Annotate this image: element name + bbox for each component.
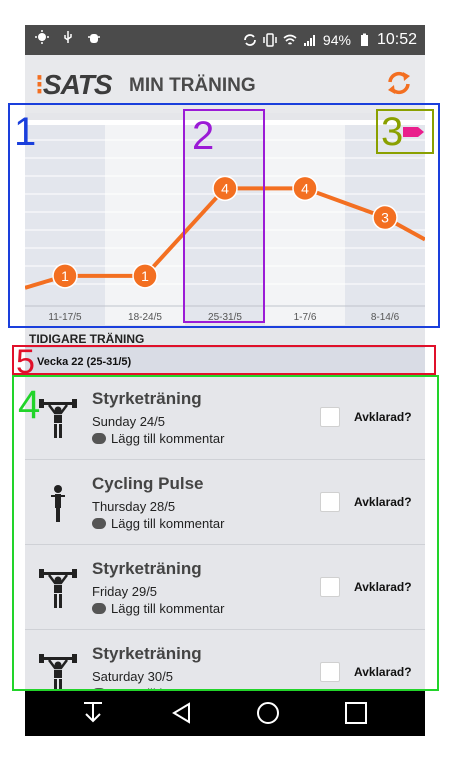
status-bar: 94% 10:52 [25,25,425,55]
sync-icon [244,34,256,46]
workout-name: Styrketräning [92,559,202,578]
chart-canvas: 1 1 4 4 3 11-17/5 18-24/5 25-31/5 1-7/6 8-14/6 [25,120,425,325]
phone-screen: 94% 10:52 ⁝SATS MIN TRÄNING 1 1 4 4 3 11-17/… [25,25,425,736]
annotation-box-1 [8,103,440,328]
chart-week-column[interactable] [105,120,185,325]
annotation-label-5: 5 [16,343,35,381]
weightlifting-icon [39,399,77,438]
add-comment-link[interactable]: Lägg till kommentar [92,516,224,531]
workout-date: Sunday 24/5 [92,414,166,429]
completed-checkbox[interactable] [320,492,340,512]
chart-point-marker [212,175,238,202]
annotation-box-3 [376,109,434,154]
clock: 10:52 [376,31,417,48]
chart-tick-label: 25-31/5 [208,312,242,323]
annotation-box-2 [183,109,265,323]
add-comment-label: Lägg till kommentar [111,601,225,616]
completed-label: Avklarad? [354,665,412,679]
chart-data-point[interactable]: 1 [132,263,158,289]
workout-list-item[interactable]: Styrketräning Friday 29/5 Lägg till kommen… [25,545,425,630]
completed-label: Avklarad? [354,495,412,509]
chart-data-point[interactable]: 3 [372,204,398,231]
workout-name: Styrketräning [92,644,202,663]
android-nav-bar [25,690,425,736]
annotation-label-3: 3 [381,110,404,154]
completed-label: Avklarad? [354,410,412,424]
completed-checkbox[interactable] [320,407,340,427]
chart-tick-label: 1-7/6 [294,312,317,323]
chart-data-label: 4 [301,180,309,196]
weightlifting-icon [39,569,77,608]
workout-list[interactable]: Styrketräning Sunday 24/5 Lägg till kommen… [25,375,425,690]
comment-icon [92,433,106,444]
annotation-label-4: 4 [18,383,41,427]
workout-list-item[interactable]: Cycling Pulse Thursday 28/5 Lägg till komm… [25,460,425,545]
wifi-icon [283,34,297,45]
pink-tag-icon[interactable] [403,127,424,137]
completed-label: Avklarad? [354,580,412,594]
cycling-person-icon [51,485,65,522]
android-debug-icon [88,34,100,43]
chart-top-strip [25,120,425,125]
workout-date: Thursday 28/5 [92,499,176,514]
comment-icon [92,603,106,614]
completed-checkbox[interactable] [320,577,340,597]
page-title: MIN TRÄNING [129,75,256,96]
completed-checkbox[interactable] [320,662,340,682]
recents-icon[interactable] [344,701,368,725]
workout-name: Cycling Pulse [92,474,204,493]
back-icon[interactable] [170,701,194,725]
chart-data-point[interactable]: 1 [52,263,78,289]
refresh-icon[interactable] [385,69,413,97]
chart-point-marker [372,204,398,231]
comment-icon [92,518,106,529]
chart-data-label: 1 [141,268,149,284]
annotation-box-5 [12,345,436,375]
workout-list-item[interactable]: Styrketräning Saturday 30/5 Lägg till komm… [25,630,425,690]
chart-week-column[interactable] [185,120,265,325]
annotation-box-4 [12,375,439,691]
sats-logo: ⁝SATS [35,69,113,100]
chart-data-point[interactable]: 4 [212,175,238,202]
down-arrow-icon[interactable] [81,701,105,725]
workout-name: Styrketräning [92,389,202,408]
weightlifting-icon [39,654,77,690]
chart-point-marker [52,263,78,289]
brightness-icon [35,30,49,44]
battery-icon [360,33,368,46]
week-header[interactable]: Vecka 22 (25-31/5) [25,347,425,375]
chart-tick-label: 18-24/5 [128,312,162,323]
chart-data-label: 1 [61,268,69,284]
chart-week-column[interactable] [25,120,105,325]
annotation-label-1: 1 [14,110,37,154]
add-comment-link[interactable]: Lägg till kommentar [92,601,224,616]
workout-date: Saturday 30/5 [92,669,173,684]
battery-percent: 94% [322,32,351,48]
add-comment-label: Lägg till kommentar [111,516,225,531]
chart-point-marker [132,263,158,289]
chart-data-label: 4 [221,180,229,196]
add-comment-label: Lägg till kommentar [111,686,224,690]
chart-tick-label: 11-17/5 [48,312,82,323]
chart-tick-label: 8-14/6 [371,312,400,323]
chart-point-marker [292,175,318,202]
add-comment-link[interactable]: Lägg till kommentar [92,431,224,446]
usb-icon [64,31,72,43]
add-comment-label: Lägg till kommentar [111,431,225,446]
week-label: Vecka 22 (25-31/5) [37,356,132,368]
signal-icon [303,35,315,46]
section-title: TIDIGARE TRÄNING [29,332,145,346]
vibrate-icon [263,33,277,47]
home-icon[interactable] [256,701,280,725]
weekly-training-chart[interactable]: 1 1 4 4 3 11-17/5 18-24/5 25-31/5 1-7/6 8-14/6 [25,120,425,325]
chart-week-column[interactable] [265,120,345,325]
chart-data-label: 3 [381,210,389,226]
chart-data-point[interactable]: 4 [292,175,318,202]
annotation-label-2: 2 [192,114,215,158]
workout-list-item[interactable]: Styrketräning Sunday 24/5 Lägg till kommen… [25,375,425,460]
workout-date: Friday 29/5 [92,584,158,599]
